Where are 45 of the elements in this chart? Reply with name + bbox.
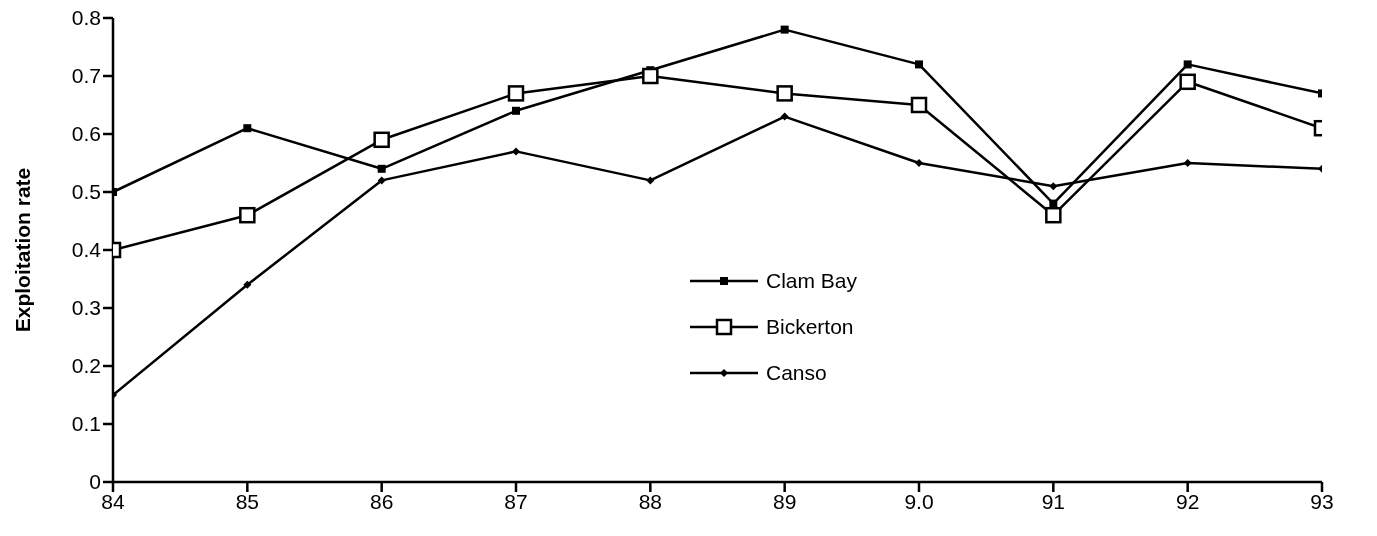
y-tick-label: 0.5 (71, 180, 101, 204)
point (512, 106, 520, 115)
x-tick-label: 93 (1310, 489, 1334, 513)
point (373, 131, 390, 149)
x-tick-label: 86 (369, 489, 394, 513)
y-tick-label: 0.2 (71, 354, 101, 378)
point (1179, 73, 1196, 91)
y-axis-title: Exploitation rate (11, 167, 35, 333)
x-tick-label: 88 (638, 489, 663, 513)
y-tick-label: 0.3 (71, 296, 101, 320)
point (642, 67, 659, 85)
x-tick-label: 9.0 (904, 489, 934, 513)
point (512, 147, 520, 156)
point (377, 176, 386, 185)
point (1045, 206, 1062, 224)
point (243, 124, 252, 133)
point (646, 176, 655, 185)
legend-label: Clam Bay (766, 269, 858, 293)
point (507, 85, 525, 102)
point (910, 96, 928, 114)
x-tick-label: 85 (235, 489, 260, 513)
x-tick-label: 84 (101, 489, 125, 513)
y-tick-label: 0.8 (71, 6, 101, 30)
point (780, 25, 789, 34)
y-tick-label: 0.1 (71, 412, 101, 436)
x-tick-label: 91 (1041, 489, 1066, 513)
y-tick-label: 0.4 (71, 238, 102, 262)
y-tick-label: 0.7 (71, 64, 101, 88)
point (239, 206, 256, 224)
point (1049, 182, 1058, 191)
point (776, 85, 793, 102)
point (780, 112, 789, 121)
y-tick-label: 0.6 (71, 122, 101, 146)
x-tick-label: 89 (772, 489, 797, 513)
point (915, 60, 923, 69)
legend-label: Canso (766, 361, 827, 385)
point (1183, 159, 1192, 167)
point (915, 159, 923, 167)
x-tick-label: 92 (1175, 489, 1200, 513)
point (377, 164, 386, 173)
x-tick-label: 87 (504, 489, 528, 513)
y-tick-label: 0 (89, 470, 101, 494)
point (1183, 60, 1192, 69)
point (243, 280, 252, 289)
legend-label: Bickerton (766, 315, 854, 339)
